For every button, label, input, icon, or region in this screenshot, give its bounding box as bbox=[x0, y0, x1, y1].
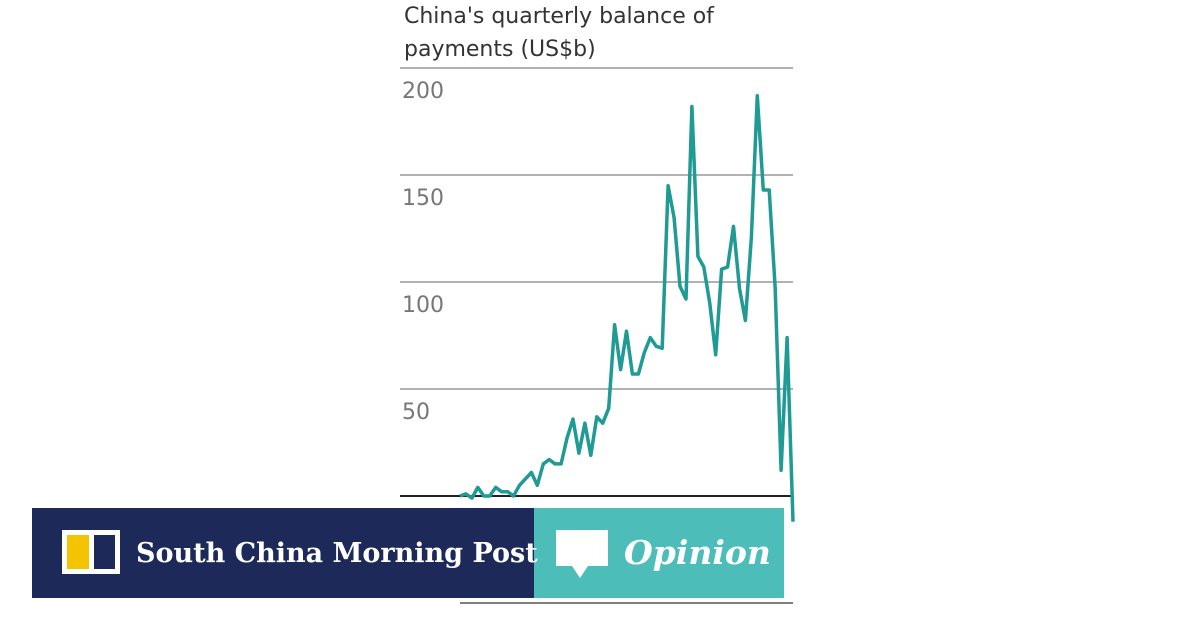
data-line bbox=[459, 94, 795, 522]
section-name: Opinion bbox=[624, 533, 771, 572]
brand-name: South China Morning Post bbox=[136, 538, 538, 569]
logo-block bbox=[94, 535, 115, 569]
logo-block bbox=[67, 535, 89, 569]
banner: South China Morning Post Opinion bbox=[32, 508, 784, 598]
chart-title: China's quarterly balance of payments (U… bbox=[404, 4, 714, 62]
y-tick-label: 150 bbox=[402, 186, 444, 211]
y-tick-label: 200 bbox=[402, 79, 444, 104]
y-tick-label: 50 bbox=[402, 400, 430, 425]
y-tick-label: 100 bbox=[402, 293, 444, 318]
speech-icon bbox=[556, 530, 608, 578]
